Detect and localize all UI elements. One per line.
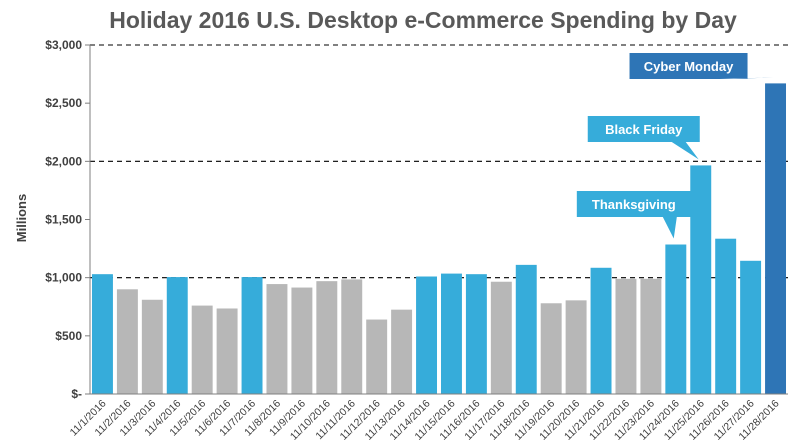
bar — [91, 274, 113, 394]
bar — [391, 309, 413, 394]
bar — [116, 289, 138, 394]
bar — [665, 244, 687, 394]
y-tick-label: $500 — [55, 329, 82, 343]
bar — [316, 281, 338, 394]
bar — [465, 274, 487, 394]
bar — [740, 260, 762, 394]
bar — [640, 278, 662, 394]
bar — [291, 287, 313, 394]
bar — [515, 264, 537, 394]
callout-label: Cyber Monday — [644, 59, 734, 74]
bars — [91, 83, 787, 394]
bar — [615, 278, 637, 394]
bar — [540, 303, 562, 394]
bar — [590, 267, 612, 394]
bar — [416, 276, 438, 394]
bar — [715, 238, 737, 394]
bar — [341, 279, 363, 394]
callout-box — [576, 191, 691, 239]
bar — [166, 277, 188, 394]
y-tick-label: $2,000 — [45, 154, 82, 168]
annotations: Thanksgiving Black Friday Cyber Monday — [576, 53, 774, 239]
bar — [440, 273, 462, 394]
x-tick-labels: 11/1/201611/2/201611/3/201611/4/201611/5… — [68, 398, 782, 443]
y-tick-label: $- — [71, 387, 82, 401]
bar — [765, 83, 787, 394]
callout-box — [587, 116, 700, 160]
y-tick-label: $1,000 — [45, 271, 82, 285]
chart-title: Holiday 2016 U.S. Desktop e-Commerce Spe… — [109, 7, 737, 33]
bar — [490, 281, 512, 394]
bar — [690, 165, 712, 394]
y-tick-label: $1,500 — [45, 213, 82, 227]
bar — [241, 277, 263, 394]
bar — [191, 305, 213, 394]
y-tick-label: $3,000 — [45, 38, 82, 52]
y-tick-label: $2,500 — [45, 96, 82, 110]
bar — [216, 308, 238, 394]
bar — [565, 300, 587, 394]
callout-label: Black Friday — [605, 122, 683, 137]
gridlines — [90, 44, 788, 279]
callout-box — [629, 53, 774, 79]
bar — [141, 299, 163, 394]
callout-label: Thanksgiving — [592, 197, 676, 212]
y-tick-labels: $- $500 $1,000 $1,500 $2,000 $2,500 $3,000 — [45, 38, 82, 401]
bar — [266, 284, 288, 394]
axes — [85, 44, 788, 395]
bar — [366, 319, 388, 394]
y-axis-label: Millions — [14, 194, 29, 242]
